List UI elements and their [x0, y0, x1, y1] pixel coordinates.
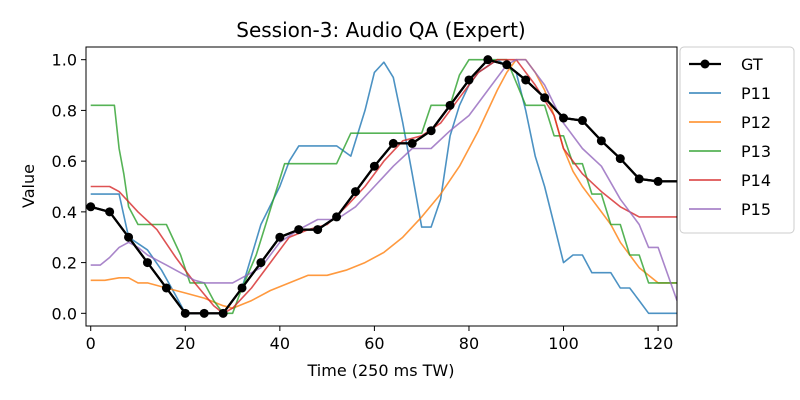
data-point [596, 136, 606, 146]
legend-label: P14 [741, 171, 771, 190]
y-tick-label: 0.6 [52, 152, 77, 171]
legend-item-p15: P15 [689, 200, 771, 219]
y-tick-label: 0.8 [52, 101, 77, 120]
data-point [521, 75, 531, 85]
x-tick-label: 60 [364, 334, 384, 353]
y-axis: 0.0 0.2 0.4 0.6 0.8 1.0 [52, 51, 86, 323]
plot-frame [85, 46, 678, 327]
series-line-p15 [90, 58, 677, 301]
x-axis: 0 20 40 60 80 100 120 [86, 326, 674, 353]
data-point [407, 138, 417, 148]
data-point [445, 100, 455, 110]
data-point [540, 93, 550, 103]
y-tick-label: 0.0 [52, 304, 77, 323]
x-tick-label: 80 [459, 334, 479, 353]
data-point [615, 154, 625, 164]
series-line-p13 [90, 58, 677, 315]
series-markers-gt [86, 55, 677, 318]
data-point [124, 232, 134, 242]
data-point [105, 207, 115, 217]
x-tick-label: 20 [175, 334, 195, 353]
y-tick-label: 1.0 [52, 51, 77, 70]
series-line-p14 [90, 58, 677, 315]
series-group [90, 58, 677, 315]
data-point [350, 187, 360, 197]
data-point [294, 225, 304, 235]
data-point [332, 212, 342, 222]
legend-item-p13: P13 [689, 142, 771, 161]
x-tick-label: 100 [548, 334, 579, 353]
legend-item-p11: P11 [689, 84, 771, 103]
legend-box [679, 46, 795, 234]
data-point [161, 283, 171, 293]
data-point [502, 60, 512, 70]
data-point [199, 308, 209, 318]
data-point [237, 283, 247, 293]
data-point [275, 232, 285, 242]
series-line-p12 [90, 58, 677, 310]
legend-marker [700, 59, 710, 69]
data-point [369, 161, 379, 171]
y-tick-label: 0.4 [52, 203, 77, 222]
x-tick-label: 40 [270, 334, 290, 353]
legend-item-gt: GT [689, 55, 763, 74]
legend-label: P15 [741, 200, 771, 219]
data-point [86, 202, 96, 212]
data-point [426, 126, 436, 136]
chart-title: Session-3: Audio QA (Expert) [236, 18, 525, 42]
data-point [388, 138, 398, 148]
legend-label: GT [741, 55, 763, 74]
data-point [218, 308, 228, 318]
data-point [559, 113, 569, 123]
x-tick-label: 0 [86, 334, 96, 353]
x-axis-label: Time (250 ms TW) [307, 361, 455, 380]
y-tick-label: 0.2 [52, 254, 77, 273]
data-point [464, 75, 474, 85]
legend-item-p12: P12 [689, 113, 771, 132]
data-point [483, 55, 493, 65]
data-point [653, 176, 663, 186]
x-tick-label: 120 [643, 334, 674, 353]
data-point [256, 258, 266, 268]
data-point [634, 174, 644, 184]
data-point [142, 258, 152, 268]
plot-area [85, 46, 678, 327]
legend-label: P11 [741, 84, 771, 103]
legend-label: P12 [741, 113, 771, 132]
legend-item-p14: P14 [689, 171, 771, 190]
y-axis-label: Value [19, 164, 38, 208]
data-point [313, 225, 323, 235]
data-point [180, 308, 190, 318]
data-point [577, 116, 587, 126]
legend: GT P11 P12 P13 P14 P15 [679, 46, 795, 234]
legend-label: P13 [741, 142, 771, 161]
